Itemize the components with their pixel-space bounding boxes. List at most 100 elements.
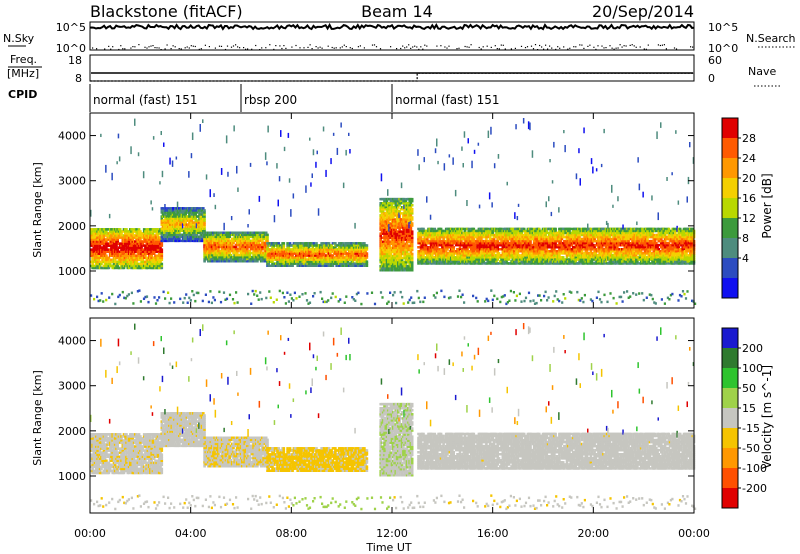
nsearch-point <box>611 47 613 49</box>
scatter-cell <box>149 260 152 264</box>
scatter-cell <box>342 248 346 251</box>
scatter-cell <box>171 237 175 241</box>
scatter-cell <box>190 153 193 159</box>
scatter-cell <box>212 237 215 241</box>
nsearch-point <box>160 49 162 51</box>
scatter-cell <box>140 234 143 237</box>
scatter-cell <box>127 266 131 270</box>
scatter-cell <box>426 252 429 255</box>
nsearch-point <box>208 46 210 48</box>
nsearch-point <box>551 47 553 49</box>
scatter-cell <box>360 260 364 263</box>
scatter-cell <box>271 260 274 263</box>
scatter-cell <box>398 210 401 213</box>
nsearch-point <box>309 44 311 46</box>
scatter-cell <box>271 250 274 253</box>
scatter-cell <box>364 248 367 251</box>
scatter-cell <box>403 246 406 250</box>
scatter-cell <box>429 241 433 245</box>
scatter-cell <box>348 244 351 247</box>
nsearch-point <box>158 47 160 49</box>
scatter-cell <box>408 258 411 262</box>
scatter-cell <box>398 258 401 262</box>
scatter-cell <box>395 208 399 211</box>
scatter-cell <box>463 229 467 233</box>
scatter-cell <box>257 253 260 257</box>
nsearch-point <box>92 47 94 49</box>
scatter-cell <box>96 246 99 249</box>
nsearch-point <box>589 44 591 46</box>
scatter-cell <box>322 126 325 132</box>
scatter-cell <box>293 244 297 247</box>
scatter-cell <box>399 226 403 229</box>
scatter-cell <box>179 229 182 232</box>
scatter-cell <box>103 232 107 235</box>
scatter-cell <box>110 234 113 237</box>
scatter-cell <box>395 218 399 221</box>
scatter-cell <box>398 218 401 221</box>
scatter-cell <box>346 248 350 251</box>
scatter-cell <box>418 164 420 171</box>
scatter-cell <box>237 187 239 192</box>
nsearch-point <box>273 48 275 50</box>
nsearch-point <box>237 46 239 48</box>
scatter-cell <box>116 264 119 268</box>
scatter-cell <box>405 258 409 262</box>
scatter-cell <box>458 248 462 251</box>
scatter-cell <box>312 250 316 253</box>
scatter-cell <box>365 262 369 265</box>
nsearch-point <box>524 47 527 49</box>
scatter-cell <box>462 163 464 168</box>
nsearch-point <box>303 47 305 49</box>
scatter-cell <box>403 218 406 221</box>
scatter-cell <box>398 260 401 264</box>
scatter-cell <box>203 260 206 263</box>
scatter-cell <box>423 237 427 241</box>
scatter-cell <box>198 211 201 214</box>
nsearch-point <box>110 48 112 50</box>
scatter-cell <box>139 250 142 253</box>
scatter-cell <box>202 207 205 210</box>
scatter-cell <box>392 260 395 264</box>
scatter-cell <box>419 254 423 257</box>
nsearch-point <box>619 44 621 46</box>
scatter-cell <box>364 246 367 249</box>
scatter-cell <box>402 216 405 219</box>
scatter-cell <box>152 246 156 249</box>
scatter-cell <box>134 118 136 126</box>
scatter-cell <box>437 243 440 247</box>
scatter-cell <box>131 232 135 235</box>
scatter-cell <box>487 130 490 139</box>
scatter-cell <box>141 266 145 270</box>
scatter-cell <box>132 242 136 245</box>
nsearch-point <box>224 48 227 51</box>
scatter-cell <box>96 234 99 237</box>
scatter-cell <box>118 156 121 162</box>
scatter-cell <box>424 246 428 249</box>
scatter-cell <box>400 267 404 270</box>
scatter-cell <box>322 256 326 259</box>
nsearch-point <box>404 47 406 49</box>
scatter-cell <box>327 260 331 263</box>
scatter-cell <box>269 264 273 267</box>
scatter-cell <box>115 246 118 249</box>
scatter-cell <box>156 228 160 231</box>
scatter-cell <box>326 250 330 253</box>
scatter-cell <box>130 146 132 155</box>
nsearch-point <box>218 45 221 47</box>
scatter-cell <box>150 248 153 251</box>
scatter-cell <box>199 124 201 132</box>
scatter-cell <box>96 264 99 268</box>
scatter-cell <box>142 228 146 231</box>
scatter-cell <box>286 262 289 265</box>
scatter-cell <box>332 256 336 259</box>
scatter-cell <box>266 237 269 241</box>
scatter-cell <box>405 216 409 219</box>
nsearch-point <box>122 48 124 50</box>
scatter-cell <box>381 252 385 256</box>
scatter-cell <box>214 204 217 210</box>
scatter-cell <box>184 221 187 224</box>
scatter-cell <box>325 262 328 265</box>
scatter-cell <box>122 246 126 249</box>
nsearch-point <box>279 45 281 47</box>
